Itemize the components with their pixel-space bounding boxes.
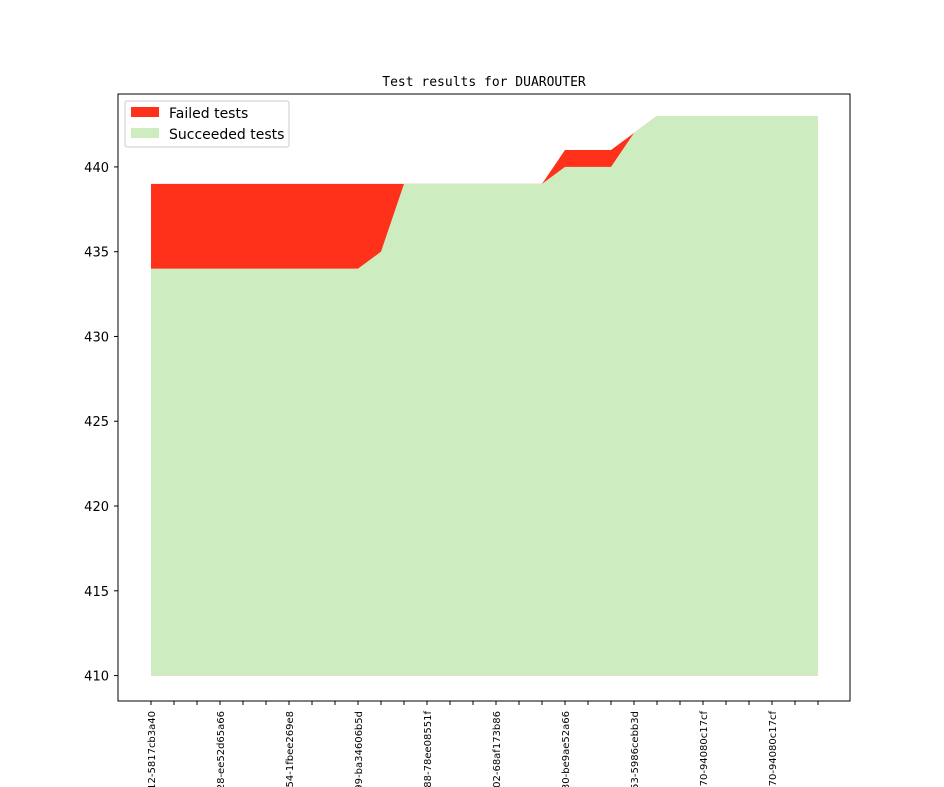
x-tick-label: 70-94080c17cf <box>699 711 710 787</box>
legend-label-succeeded: Succeeded tests <box>169 127 284 143</box>
legend: Failed tests Succeeded tests <box>124 100 290 148</box>
plot-frame <box>117 93 851 702</box>
chart-title: Test results for DUAROUTER <box>382 75 586 90</box>
x-tick-label: 53-5986cebb3d <box>630 711 641 787</box>
y-axis: 410 415 420 425 430 435 440 <box>84 161 118 685</box>
y-tick-label: 425 <box>84 415 109 430</box>
x-tick-label: 30-be9ae52a66 <box>561 711 572 787</box>
x-tick-label: 70-94080c17cf <box>768 711 779 787</box>
x-tick-label: 88-78ee08551f <box>423 711 434 787</box>
plot-areas <box>151 116 818 676</box>
x-tick-label: 99-ba34606b5d <box>354 711 365 787</box>
x-tick-label: 28-ee52d65a66 <box>216 711 227 787</box>
y-tick-label: 435 <box>84 246 109 261</box>
y-tick-label: 415 <box>84 585 109 600</box>
x-tick-label: 12-5817cb3a40 <box>147 711 158 787</box>
x-axis: 12-5817cb3a40 28-ee52d65a66 54-1fbee269e8 9… <box>147 701 819 787</box>
legend-swatch-succeeded <box>131 128 159 138</box>
legend-label-failed: Failed tests <box>169 106 248 122</box>
x-tick-label: 02-68af173b86 <box>492 711 503 787</box>
y-tick-label: 410 <box>84 670 109 685</box>
y-tick-label: 440 <box>84 161 109 176</box>
y-tick-label: 430 <box>84 330 109 345</box>
x-tick-label: 54-1fbee269e8 <box>285 711 296 787</box>
area-succeeded-tests <box>151 116 818 676</box>
y-tick-label: 420 <box>84 500 109 515</box>
legend-box <box>124 100 290 148</box>
legend-swatch-failed <box>131 107 159 117</box>
